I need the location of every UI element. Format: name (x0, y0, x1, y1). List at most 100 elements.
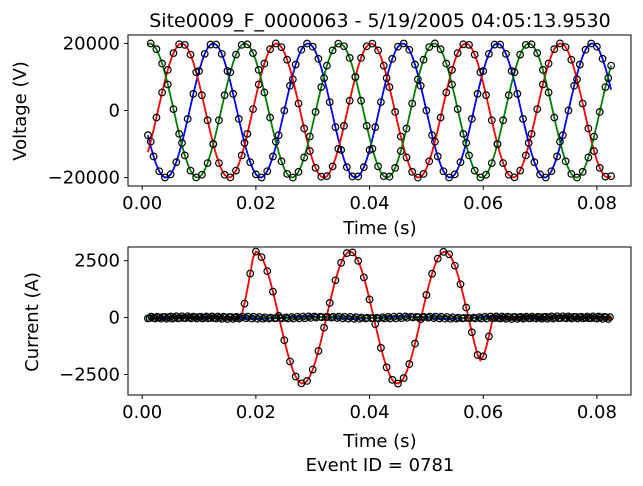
voltage-data-marker (399, 39, 408, 48)
voltage-data-marker (607, 172, 616, 181)
current-data-marker (355, 314, 364, 323)
voltage-data-marker (243, 40, 252, 49)
current-data-marker (511, 313, 519, 321)
voltage-data-marker (590, 132, 598, 141)
current-data-marker (333, 314, 342, 322)
voltage-data-marker (544, 88, 553, 97)
voltage-data-marker (502, 49, 510, 58)
voltage-markers-group (143, 39, 616, 182)
voltage-data-marker (377, 98, 385, 106)
voltage-data-marker (379, 61, 388, 70)
current-data-marker (283, 314, 292, 323)
current-data-marker (399, 374, 408, 382)
voltage-data-marker (459, 40, 468, 49)
voltage-data-marker (232, 166, 240, 175)
voltage-data-marker (152, 45, 161, 54)
voltage-data-marker (402, 153, 411, 162)
voltage-data-marker (172, 158, 181, 167)
voltage-data-marker (482, 91, 490, 100)
current-data-marker (344, 314, 353, 323)
current-data-marker (249, 312, 258, 321)
voltage-data-marker (291, 60, 300, 69)
voltage-data-marker (487, 116, 496, 125)
current-xlabel: Time (s) (342, 431, 416, 452)
current-data-marker (145, 314, 154, 323)
voltage-data-marker (436, 113, 445, 122)
current-data-marker (606, 313, 614, 322)
voltage-data-marker (556, 137, 564, 146)
current-data-marker (181, 314, 190, 323)
voltage-data-marker (328, 46, 337, 55)
current-data-marker (331, 276, 340, 285)
voltage-data-marker (533, 105, 542, 113)
voltage-data-marker (433, 152, 442, 161)
voltage-data-marker (584, 124, 593, 133)
current-data-marker (215, 313, 224, 322)
voltage-data-marker (413, 75, 422, 84)
current-data-marker (164, 313, 173, 322)
voltage-data-marker (516, 50, 525, 59)
voltage-data-marker (257, 173, 266, 182)
current-data-marker (473, 351, 482, 359)
voltage-data-marker (385, 172, 394, 181)
voltage-data-marker (215, 159, 223, 167)
voltage-data-marker (598, 54, 607, 63)
voltage-data-marker (385, 83, 394, 92)
voltage-data-marker (212, 40, 221, 49)
voltage-series-line-1 (147, 42, 612, 179)
voltage-data-marker (547, 167, 556, 176)
current-data-marker (384, 313, 393, 321)
current-data-marker (314, 347, 323, 355)
voltage-data-marker (246, 158, 255, 167)
current-xtick-label: 0.00 (122, 402, 162, 423)
current-data-marker (293, 312, 302, 321)
voltage-axes: 0.00 0.02 0.04 0.06 0.08 −20000 0 20000 Time (s… (10, 33, 632, 239)
voltage-data-marker (351, 73, 360, 81)
voltage-data-marker (510, 173, 519, 182)
voltage-data-marker (169, 49, 178, 57)
current-data-marker (251, 247, 260, 256)
voltage-ytick-label: 20000 (63, 33, 120, 54)
current-data-marker (481, 312, 489, 321)
voltage-data-marker (439, 167, 448, 176)
current-data-marker (485, 332, 493, 341)
current-data-marker (428, 269, 436, 278)
voltage-data-marker (499, 159, 508, 167)
voltage-data-marker (209, 140, 218, 148)
voltage-data-marker (527, 40, 536, 49)
voltage-data-marker (294, 167, 303, 176)
current-ytick-label: −2500 (59, 365, 120, 386)
voltage-data-marker (359, 163, 368, 172)
current-data-marker (170, 313, 178, 322)
current-data-marker (304, 312, 313, 321)
voltage-xlabel: Time (s) (342, 218, 416, 239)
voltage-data-marker (308, 42, 317, 51)
current-data-marker (278, 314, 286, 323)
voltage-data-marker (345, 54, 354, 62)
voltage-data-marker (539, 66, 547, 74)
current-data-marker (191, 313, 199, 322)
voltage-data-marker (271, 137, 280, 146)
current-data-marker (226, 313, 235, 321)
voltage-data-marker (453, 49, 462, 57)
current-data-marker (354, 257, 363, 265)
current-data-marker (494, 314, 502, 322)
current-data-marker (346, 312, 355, 321)
current-data-marker (583, 312, 592, 321)
voltage-data-marker (516, 166, 525, 175)
current-data-marker (208, 312, 217, 321)
voltage-data-marker (203, 159, 212, 167)
current-data-marker (306, 314, 315, 322)
voltage-data-marker (297, 45, 306, 54)
voltage-data-marker (604, 74, 613, 83)
voltage-data-marker (411, 60, 419, 69)
current-data-marker (465, 314, 474, 323)
voltage-data-marker (249, 49, 257, 57)
voltage-data-marker (300, 124, 309, 133)
voltage-data-marker (490, 40, 499, 49)
voltage-data-marker (240, 138, 249, 147)
voltage-data-marker (169, 105, 178, 113)
voltage-data-marker (189, 89, 198, 98)
voltage-series-group (147, 42, 612, 179)
